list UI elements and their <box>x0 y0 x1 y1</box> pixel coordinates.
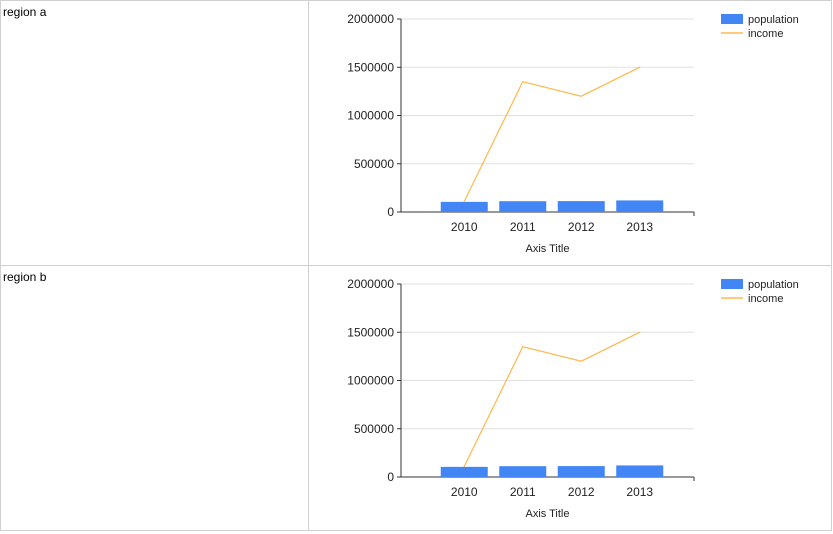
region-label-cell: region a <box>0 0 309 266</box>
bar-population <box>557 201 605 212</box>
bar-population <box>616 465 664 477</box>
chart-cell: 0 500000 1000000 1500000 2000000 2010 2011 2012… <box>308 265 832 531</box>
legend-label: population <box>748 14 799 26</box>
point-income <box>463 200 465 202</box>
legend-label: income <box>748 28 783 40</box>
bar-population <box>440 466 488 477</box>
point-income <box>639 331 641 333</box>
region-label-cell: region b <box>0 265 309 531</box>
point-income <box>580 360 582 362</box>
bar-population <box>616 200 664 212</box>
y-tick-label: 1000000 <box>347 374 394 388</box>
legend-swatch-population <box>721 14 743 24</box>
x-axis-title: Axis Title <box>525 508 569 520</box>
bar-population <box>499 466 547 477</box>
table-row: region a 0 500000 1000000 1500000 2000000 201… <box>0 0 832 266</box>
x-tick-label: 2013 <box>626 220 653 234</box>
bar-population <box>557 466 605 477</box>
line-income <box>463 66 641 202</box>
y-tick-label: 500000 <box>354 157 394 171</box>
line-income <box>463 331 641 467</box>
point-income <box>463 465 465 467</box>
x-tick-label: 2011 <box>510 485 536 499</box>
bar-population <box>440 201 488 212</box>
x-tick-label: 2012 <box>568 485 595 499</box>
point-income <box>522 81 524 83</box>
chart-cell: 0 500000 1000000 1500000 2000000 2010 2011 2012… <box>308 0 832 266</box>
legend-swatch-population <box>721 279 743 289</box>
point-income <box>580 95 582 97</box>
x-tick-label: 2012 <box>568 220 595 234</box>
chart-region-b: 0 500000 1000000 1500000 2000000 2010 2011 2012… <box>347 277 799 520</box>
x-tick-label: 2011 <box>510 220 536 234</box>
x-axis-title: Axis Title <box>525 243 569 255</box>
point-income <box>639 66 641 68</box>
x-tick-label: 2010 <box>451 220 478 234</box>
y-tick-label: 1500000 <box>347 325 394 339</box>
region-label: region b <box>3 270 47 284</box>
y-tick-label: 500000 <box>354 422 394 436</box>
legend-label: population <box>748 279 799 291</box>
legend-label: income <box>748 293 783 305</box>
bar-population <box>499 201 547 212</box>
y-tick-label: 0 <box>387 470 394 484</box>
region-label: region a <box>3 5 47 19</box>
chart-region-a: 0 500000 1000000 1500000 2000000 2010 2011 2012… <box>347 12 799 255</box>
table-row: region b 0 500000 1000000 1500000 2000000 201… <box>0 265 832 531</box>
y-tick-label: 2000000 <box>347 12 394 26</box>
y-tick-label: 1500000 <box>347 60 394 74</box>
y-tick-label: 0 <box>387 205 394 219</box>
x-tick-label: 2013 <box>626 485 653 499</box>
x-tick-label: 2010 <box>451 485 478 499</box>
y-tick-label: 1000000 <box>347 109 394 123</box>
point-income <box>522 346 524 348</box>
y-tick-label: 2000000 <box>347 277 394 291</box>
